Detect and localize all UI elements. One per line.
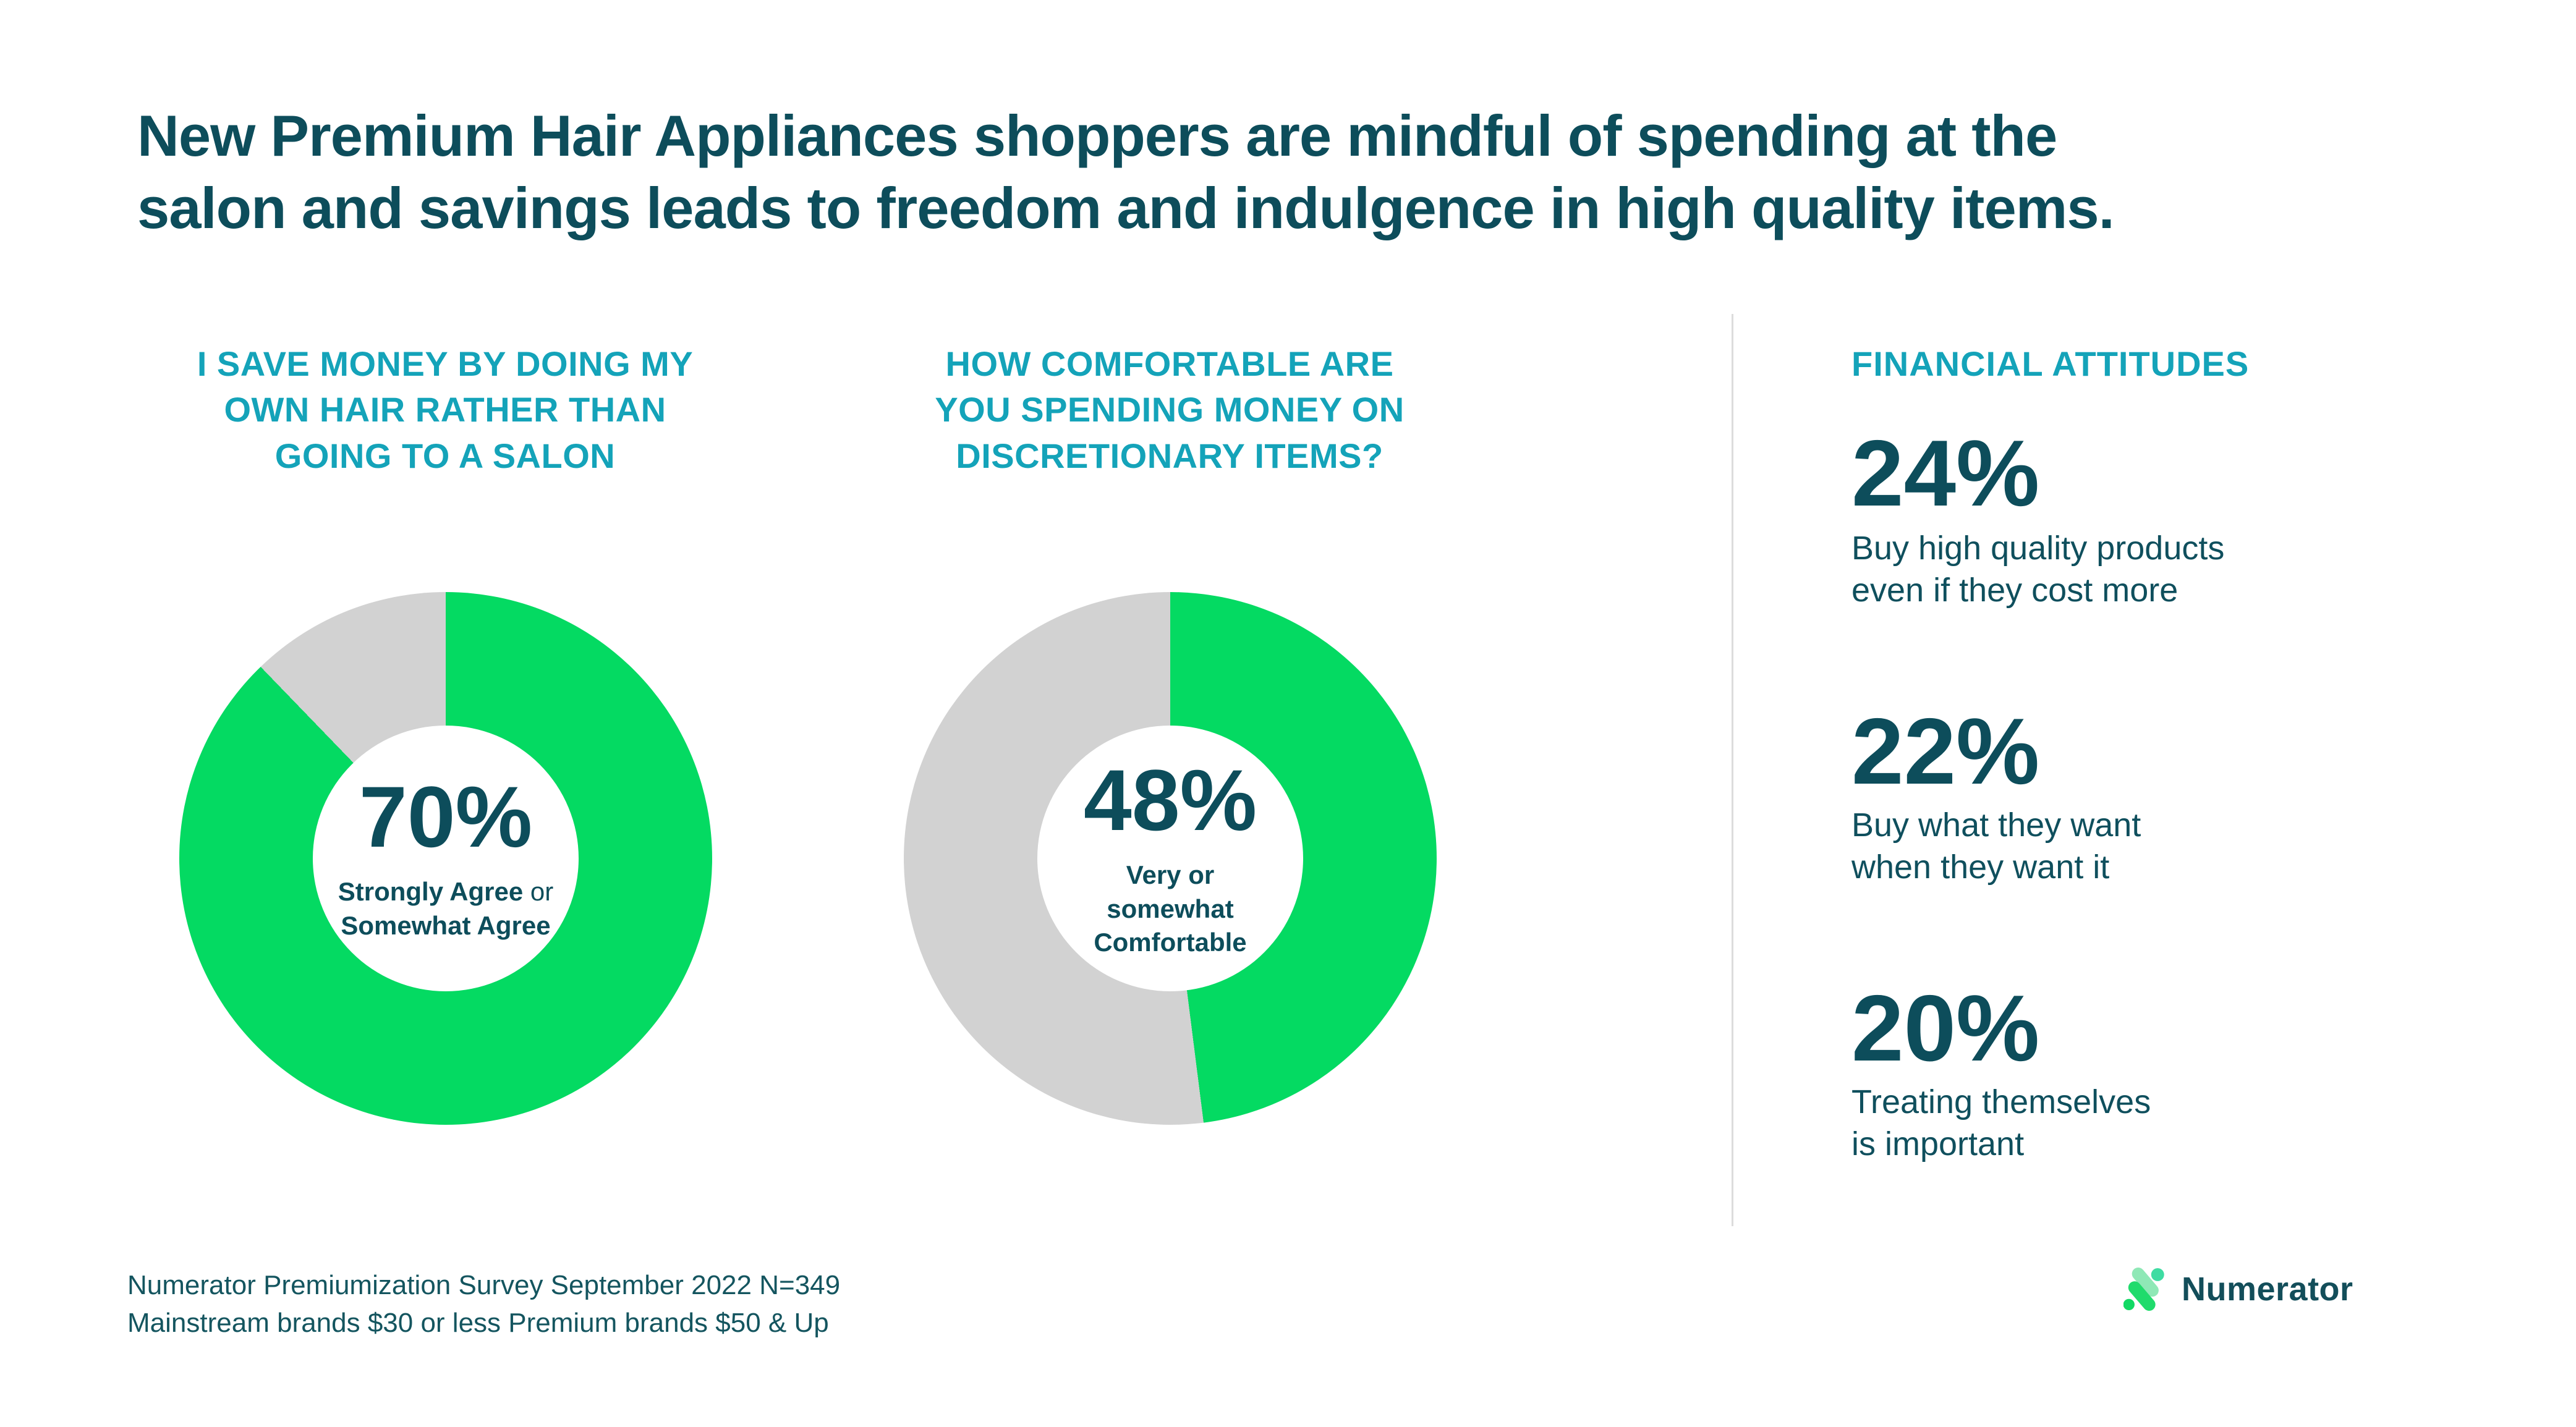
- section-divider: [1732, 314, 1733, 1226]
- save-money-center-label: Strongly Agree or Somewhat Agree: [315, 875, 577, 942]
- save-money-donut-chart: 70% Strongly Agree or Somewhat Agree: [179, 592, 712, 1125]
- save-money-label-or: or: [523, 877, 554, 907]
- source-note: Numerator Premiumization Survey Septembe…: [127, 1267, 840, 1342]
- numerator-logo-icon: [2123, 1267, 2164, 1311]
- stat-buy-quality-label: Buy high quality products even if they c…: [1851, 530, 2225, 609]
- save-money-value: 70%: [359, 768, 533, 866]
- numerator-logo-text: Numerator: [2182, 1271, 2353, 1308]
- comfort-value: 48%: [1083, 752, 1257, 849]
- save-money-donut-center: 70% Strongly Agree or Somewhat Agree: [313, 726, 579, 991]
- save-money-label-bold-2: Somewhat Agree: [341, 911, 551, 940]
- save-money-label-bold-1: Strongly Agree: [338, 877, 524, 907]
- stat-treating-value: 20%: [1851, 976, 2040, 1081]
- source-note-line-2: Mainstream brands $30 or less Premium br…: [127, 1307, 829, 1338]
- page-title: New Premium Hair Appliances shoppers are…: [137, 103, 2115, 240]
- comfort-heading: HOW COMFORTABLE ARE YOU SPENDING MONEY O…: [935, 344, 1405, 475]
- stat-treating-label: Treating themselves is important: [1851, 1083, 2151, 1162]
- comfort-center-label: Very or somewhat Comfortable: [1094, 860, 1247, 957]
- stat-buy-want-value: 22%: [1851, 699, 2040, 804]
- comfort-donut-center: 48% Very or somewhat Comfortable: [1037, 726, 1303, 991]
- numerator-logo: Numerator: [2123, 1267, 2353, 1311]
- stat-buy-want-label: Buy what they want when they want it: [1851, 807, 2141, 886]
- stat-buy-quality-value: 24%: [1851, 421, 2040, 526]
- comfort-donut-chart: 48% Very or somewhat Comfortable: [904, 592, 1437, 1125]
- source-note-line-1: Numerator Premiumization Survey Septembe…: [127, 1270, 841, 1300]
- save-money-heading: I SAVE MONEY BY DOING MY OWN HAIR RATHER…: [197, 344, 694, 475]
- financial-attitudes-heading: FINANCIAL ATTITUDES: [1851, 344, 2250, 383]
